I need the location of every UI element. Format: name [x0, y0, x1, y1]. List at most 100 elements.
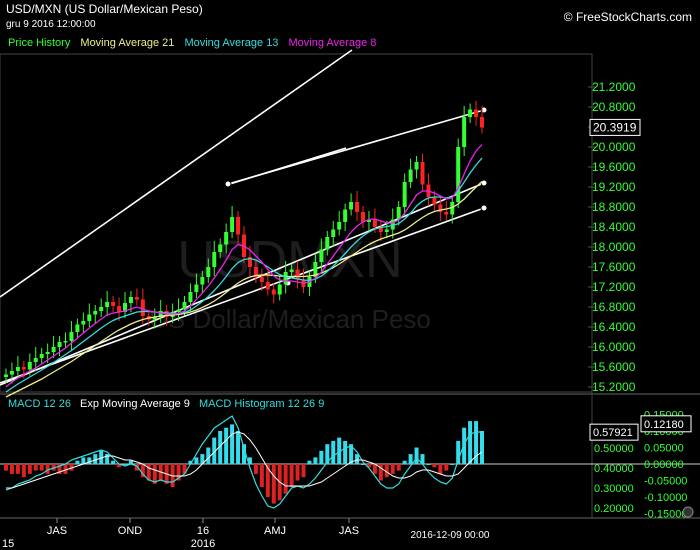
macd-histogram-bar	[194, 457, 199, 464]
macd-histogram-bar	[57, 464, 62, 474]
candle-body	[319, 249, 324, 262]
year-label: 2016	[191, 538, 215, 550]
candle-body	[277, 284, 282, 295]
candle-body	[134, 297, 139, 300]
macd-left-tick-label: 0.20000	[594, 503, 634, 515]
macd-histogram-bar	[325, 444, 330, 464]
candle-body	[349, 202, 354, 210]
candle-body	[206, 267, 211, 277]
macd-histogram-bar	[152, 464, 157, 484]
trendline	[229, 147, 347, 185]
candle-body	[450, 202, 455, 215]
time-tick-label: JAS	[47, 525, 67, 537]
macd-signal-line	[6, 431, 483, 489]
macd-histogram-bar	[128, 460, 133, 464]
candle-body	[39, 354, 44, 358]
macd-legend: MACD 12 26 Exp Moving Average 9 MACD His…	[8, 398, 330, 410]
current-hist-label: 0.12180	[644, 419, 684, 431]
macd-histogram-bar	[134, 464, 139, 471]
macd-histogram-bar	[188, 460, 193, 464]
macd-histogram-bar	[259, 464, 264, 488]
legend-ema[interactable]: Exp Moving Average 9	[80, 398, 190, 410]
macd-histogram-bar	[366, 464, 371, 468]
candle-body	[21, 367, 26, 370]
macd-histogram-bar	[420, 454, 425, 464]
legend-ma8[interactable]: Moving Average 8	[288, 37, 377, 49]
macd-histogram-bar	[331, 440, 336, 464]
macd-histogram-bar	[480, 431, 484, 464]
candle-body	[224, 232, 229, 245]
candle-body	[468, 109, 473, 117]
candle-body	[462, 117, 467, 147]
macd-histogram-bar	[253, 464, 258, 474]
legend-ma21[interactable]: Moving Average 21	[80, 37, 175, 49]
time-tick-label: 16	[197, 525, 209, 537]
macd-histogram-bar	[224, 427, 229, 464]
macd-histogram-bar	[450, 464, 455, 465]
candle-body	[474, 109, 479, 117]
candle-body	[158, 311, 163, 317]
macd-histogram-bar	[247, 457, 252, 464]
candle-body	[384, 229, 389, 232]
macd-histogram-bar	[200, 454, 205, 464]
price-tick-label: 20.0000	[592, 140, 636, 154]
candle-body	[152, 317, 157, 320]
macd-right-tick-label: -0.10000	[644, 492, 687, 504]
macd-histogram-bar	[45, 464, 50, 474]
macd-histogram-bar	[414, 447, 419, 464]
macd-histogram-bar	[123, 464, 127, 465]
macd-histogram-bar	[81, 457, 86, 464]
ma-line-moving-average-8	[5, 144, 483, 388]
legend-histogram[interactable]: MACD Histogram 12 26 9	[198, 398, 325, 410]
macd-histogram-bar	[87, 457, 92, 464]
candle-body	[128, 297, 133, 303]
brand-label[interactable]: © FreeStockCharts.com	[563, 10, 692, 24]
macd-histogram-bar	[456, 440, 461, 464]
ma-line-moving-average-21	[5, 181, 483, 398]
ma-line-moving-average-13	[5, 157, 483, 393]
macd-histogram-bar	[111, 460, 116, 464]
candle-body	[444, 212, 449, 215]
chart-date-line: gru 9 2016 12:00:00	[6, 19, 96, 30]
candle-body	[123, 303, 127, 312]
legend-price-history[interactable]: Price History	[8, 37, 71, 49]
candle-body	[188, 292, 193, 302]
trendline-handle	[480, 179, 488, 187]
macd-histogram-bar	[337, 437, 342, 464]
candle-body	[218, 244, 223, 252]
macd-histogram-bar	[319, 450, 324, 464]
watermark-name: US Dollar/Mexican Peso	[149, 304, 431, 334]
candle-body	[325, 237, 330, 250]
candle-body	[236, 217, 241, 235]
candle-body	[438, 204, 443, 212]
candle-body	[140, 299, 145, 316]
trendline-handle	[480, 204, 488, 212]
candle-body	[456, 147, 461, 202]
candle-body	[33, 358, 38, 362]
candle-body	[414, 162, 419, 170]
macd-histogram-bar	[140, 464, 145, 478]
macd-histogram-bar	[343, 440, 348, 464]
macd-histogram-bar	[402, 460, 407, 464]
legend-ma13[interactable]: Moving Average 13	[184, 37, 279, 49]
price-panel-frame	[0, 53, 593, 393]
candle-body	[15, 367, 20, 371]
macd-histogram-bar	[39, 464, 44, 471]
candle-body	[182, 302, 187, 310]
macd-left-tick-label: 0.50000	[594, 443, 634, 455]
legend-macd[interactable]: MACD 12 26	[8, 398, 71, 410]
current-hist-box	[640, 415, 692, 433]
macd-histogram-bar	[230, 424, 235, 464]
macd-histogram-bar	[117, 464, 122, 468]
candle-body	[396, 207, 401, 220]
crosshair-date-label: 2016-12-09 00:00	[411, 530, 490, 541]
macd-histogram-bar	[361, 464, 365, 465]
macd-histogram-bar	[295, 464, 300, 481]
macd-histogram-bar	[33, 464, 38, 471]
macd-histogram-bar	[236, 431, 241, 464]
macd-histogram-bar	[63, 464, 68, 474]
candle-body	[69, 332, 74, 341]
price-tick-label: 18.8000	[592, 200, 636, 214]
resize-grip-icon	[682, 506, 694, 518]
